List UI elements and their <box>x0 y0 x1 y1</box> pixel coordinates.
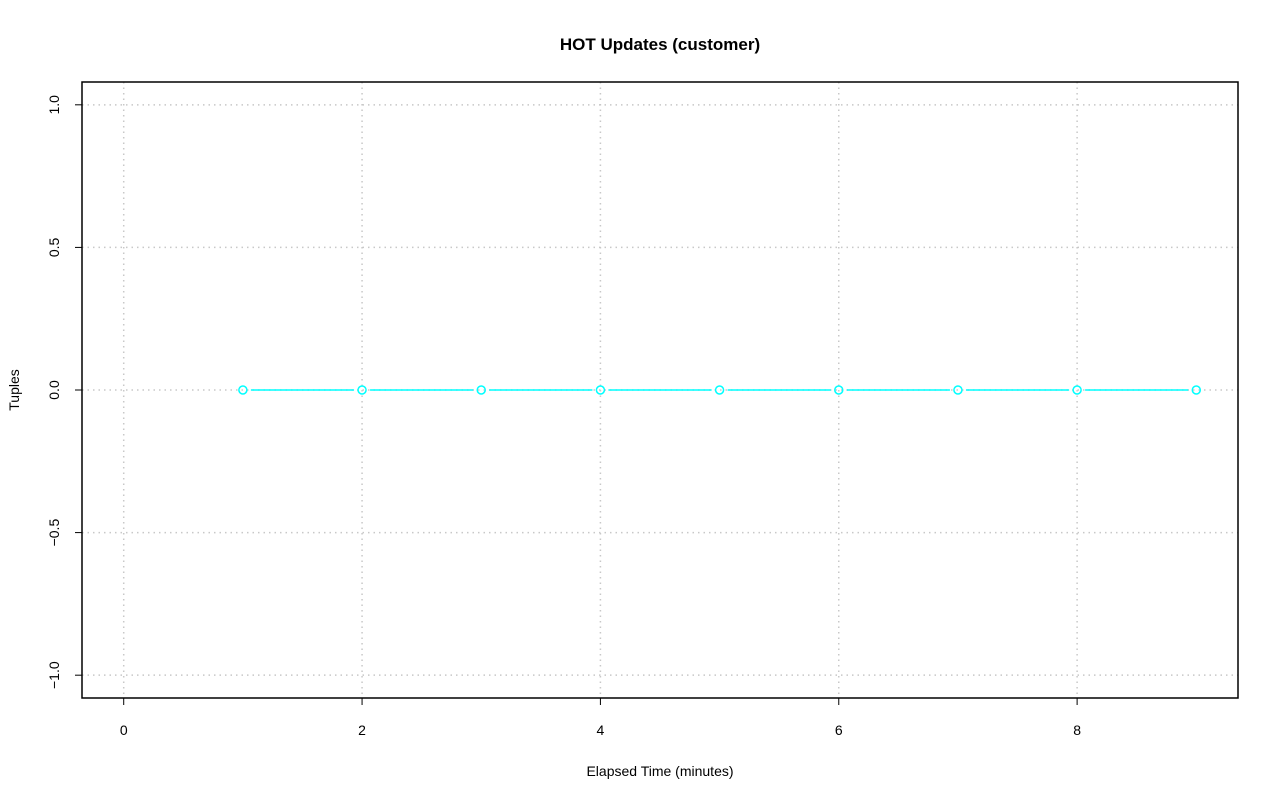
x-tick-label: 8 <box>1073 722 1081 738</box>
x-tick-label: 6 <box>835 722 843 738</box>
x-axis-label: Elapsed Time (minutes) <box>586 763 733 779</box>
y-tick-label: 0.0 <box>46 380 62 400</box>
series <box>238 385 1202 395</box>
x-tick-label: 2 <box>358 722 366 738</box>
data-point <box>476 385 486 395</box>
data-point <box>1191 385 1202 395</box>
x-tick-label: 4 <box>597 722 605 738</box>
data-point <box>1072 385 1082 395</box>
data-point <box>238 385 248 395</box>
data-point <box>714 385 725 395</box>
data-point <box>953 385 963 395</box>
axes: 0 2 4 6 8 −1.0 −0.5 0.0 0.5 1.0 <box>46 95 1081 738</box>
x-tick-label: 0 <box>120 722 128 738</box>
y-axis-label: Tuples <box>6 369 22 411</box>
y-tick-label: 1.0 <box>46 95 62 115</box>
data-point <box>834 385 844 395</box>
data-point <box>357 385 367 395</box>
chart-title: HOT Updates (customer) <box>560 35 760 54</box>
data-point <box>595 385 606 395</box>
y-tick-label: 0.5 <box>46 237 62 257</box>
y-tick-label: −0.5 <box>46 519 62 547</box>
y-tick-label: −1.0 <box>46 661 62 689</box>
